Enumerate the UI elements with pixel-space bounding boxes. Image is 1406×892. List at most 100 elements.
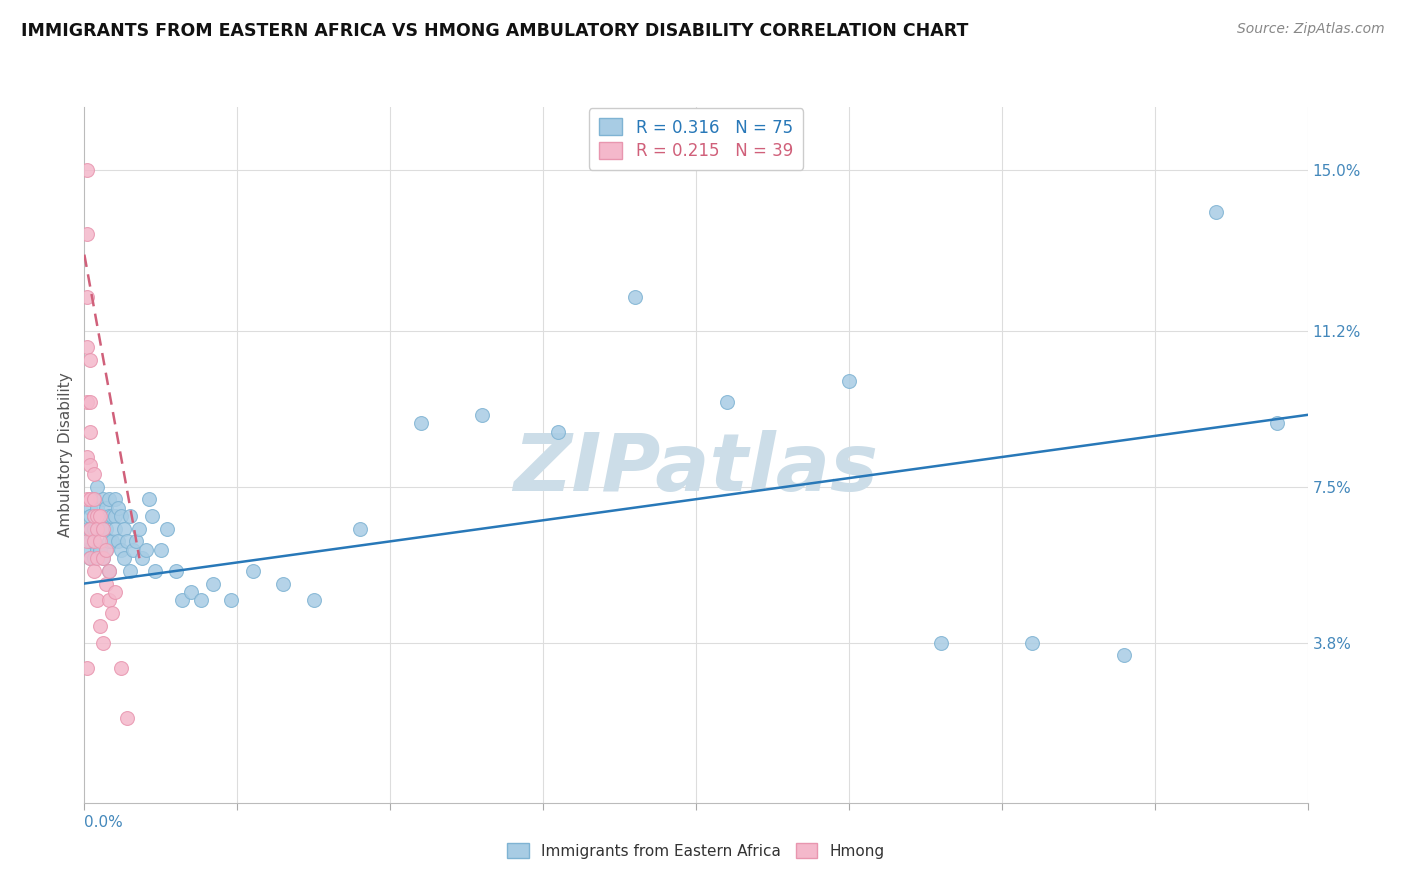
- Point: [79, 551, 101, 566]
- Point: [547, 425, 569, 439]
- Point: [76, 290, 98, 304]
- Point: [471, 408, 494, 422]
- Text: IMMIGRANTS FROM EASTERN AFRICA VS HMONG AMBULATORY DISABILITY CORRELATION CHART: IMMIGRANTS FROM EASTERN AFRICA VS HMONG …: [21, 22, 969, 40]
- Point: [104, 492, 127, 507]
- Point: [76, 340, 98, 354]
- Point: [716, 395, 738, 409]
- Point: [110, 542, 132, 557]
- Point: [89, 542, 111, 557]
- Point: [1265, 417, 1288, 431]
- Point: [91, 492, 114, 507]
- Point: [76, 534, 98, 549]
- Point: [94, 522, 117, 536]
- Point: [76, 522, 98, 536]
- Point: [122, 542, 145, 557]
- Point: [83, 522, 105, 536]
- Point: [101, 606, 124, 620]
- Point: [94, 500, 117, 515]
- Point: [242, 564, 264, 578]
- Point: [76, 492, 98, 507]
- Point: [115, 711, 138, 725]
- Point: [79, 425, 101, 439]
- Point: [1021, 635, 1043, 649]
- Point: [97, 492, 120, 507]
- Point: [349, 522, 371, 536]
- Point: [180, 585, 202, 599]
- Point: [79, 509, 101, 524]
- Point: [135, 542, 157, 557]
- Point: [110, 661, 132, 675]
- Point: [97, 534, 120, 549]
- Point: [149, 542, 172, 557]
- Point: [115, 534, 138, 549]
- Point: [624, 290, 647, 304]
- Point: [76, 661, 98, 675]
- Point: [79, 353, 101, 368]
- Point: [172, 593, 194, 607]
- Point: [271, 576, 294, 591]
- Point: [91, 551, 114, 566]
- Point: [86, 522, 108, 536]
- Point: [83, 467, 105, 481]
- Point: [219, 593, 242, 607]
- Point: [86, 509, 108, 524]
- Point: [89, 522, 111, 536]
- Point: [104, 509, 127, 524]
- Point: [104, 522, 127, 536]
- Point: [138, 492, 160, 507]
- Point: [1205, 205, 1227, 219]
- Point: [76, 227, 98, 241]
- Point: [107, 534, 129, 549]
- Point: [76, 542, 98, 557]
- Point: [190, 593, 212, 607]
- Point: [128, 522, 150, 536]
- Point: [83, 509, 105, 524]
- Point: [97, 593, 120, 607]
- Point: [97, 509, 120, 524]
- Point: [91, 635, 114, 649]
- Point: [86, 551, 108, 566]
- Point: [86, 542, 108, 557]
- Point: [76, 163, 98, 178]
- Point: [165, 564, 187, 578]
- Point: [94, 542, 117, 557]
- Point: [91, 551, 114, 566]
- Point: [83, 509, 105, 524]
- Point: [141, 509, 163, 524]
- Point: [86, 479, 108, 493]
- Point: [120, 564, 142, 578]
- Point: [89, 509, 111, 524]
- Y-axis label: Ambulatory Disability: Ambulatory Disability: [58, 373, 73, 537]
- Point: [83, 534, 105, 549]
- Point: [101, 534, 124, 549]
- Point: [79, 500, 101, 515]
- Legend: Immigrants from Eastern Africa, Hmong: Immigrants from Eastern Africa, Hmong: [501, 837, 891, 864]
- Point: [107, 500, 129, 515]
- Point: [79, 395, 101, 409]
- Point: [112, 522, 135, 536]
- Point: [929, 635, 952, 649]
- Text: ZIPatlas: ZIPatlas: [513, 430, 879, 508]
- Point: [91, 509, 114, 524]
- Point: [83, 534, 105, 549]
- Point: [302, 593, 325, 607]
- Point: [104, 585, 127, 599]
- Point: [86, 500, 108, 515]
- Point: [101, 509, 124, 524]
- Point: [94, 576, 117, 591]
- Point: [76, 450, 98, 464]
- Point: [120, 509, 142, 524]
- Point: [79, 522, 101, 536]
- Text: Source: ZipAtlas.com: Source: ZipAtlas.com: [1237, 22, 1385, 37]
- Point: [79, 458, 101, 473]
- Point: [79, 492, 101, 507]
- Point: [79, 551, 101, 566]
- Point: [125, 534, 148, 549]
- Text: 0.0%: 0.0%: [84, 815, 124, 830]
- Point: [83, 551, 105, 566]
- Point: [86, 522, 108, 536]
- Point: [89, 618, 111, 632]
- Point: [91, 522, 114, 536]
- Point: [83, 564, 105, 578]
- Point: [143, 564, 166, 578]
